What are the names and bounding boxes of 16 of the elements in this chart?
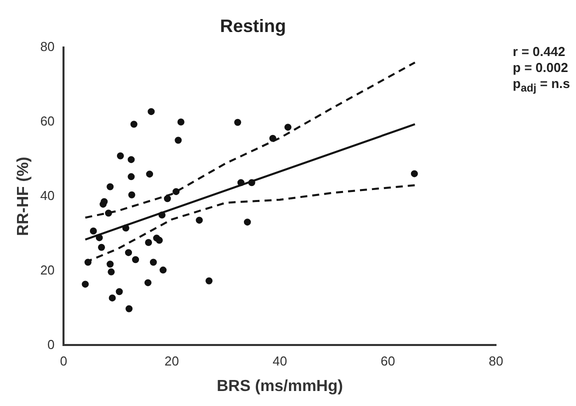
y-tick-label: 0 xyxy=(47,336,55,352)
x-tick-label: 60 xyxy=(380,354,396,369)
text: p$_{adj}$ = n.s xyxy=(512,76,570,97)
x-tick-label: 40 xyxy=(272,354,288,369)
x-tick-label: 20 xyxy=(164,354,179,369)
x-axis-title: BRS (ms/mmHg) xyxy=(216,378,343,395)
x-tick-label: 0 xyxy=(60,354,68,369)
y-tick-label: 40 xyxy=(40,188,55,203)
x-tick-label: 80 xyxy=(488,354,504,369)
y-tick-label: 60 xyxy=(40,114,55,129)
y-tick-label: 80 xyxy=(40,39,55,54)
text: p = 0.002 xyxy=(512,60,570,76)
chart-title: Resting xyxy=(220,16,286,36)
y-axis-title: RR-HF (%) xyxy=(15,156,32,236)
y-tick-label: 20 xyxy=(40,262,55,278)
text: r = 0.442 xyxy=(512,44,566,60)
